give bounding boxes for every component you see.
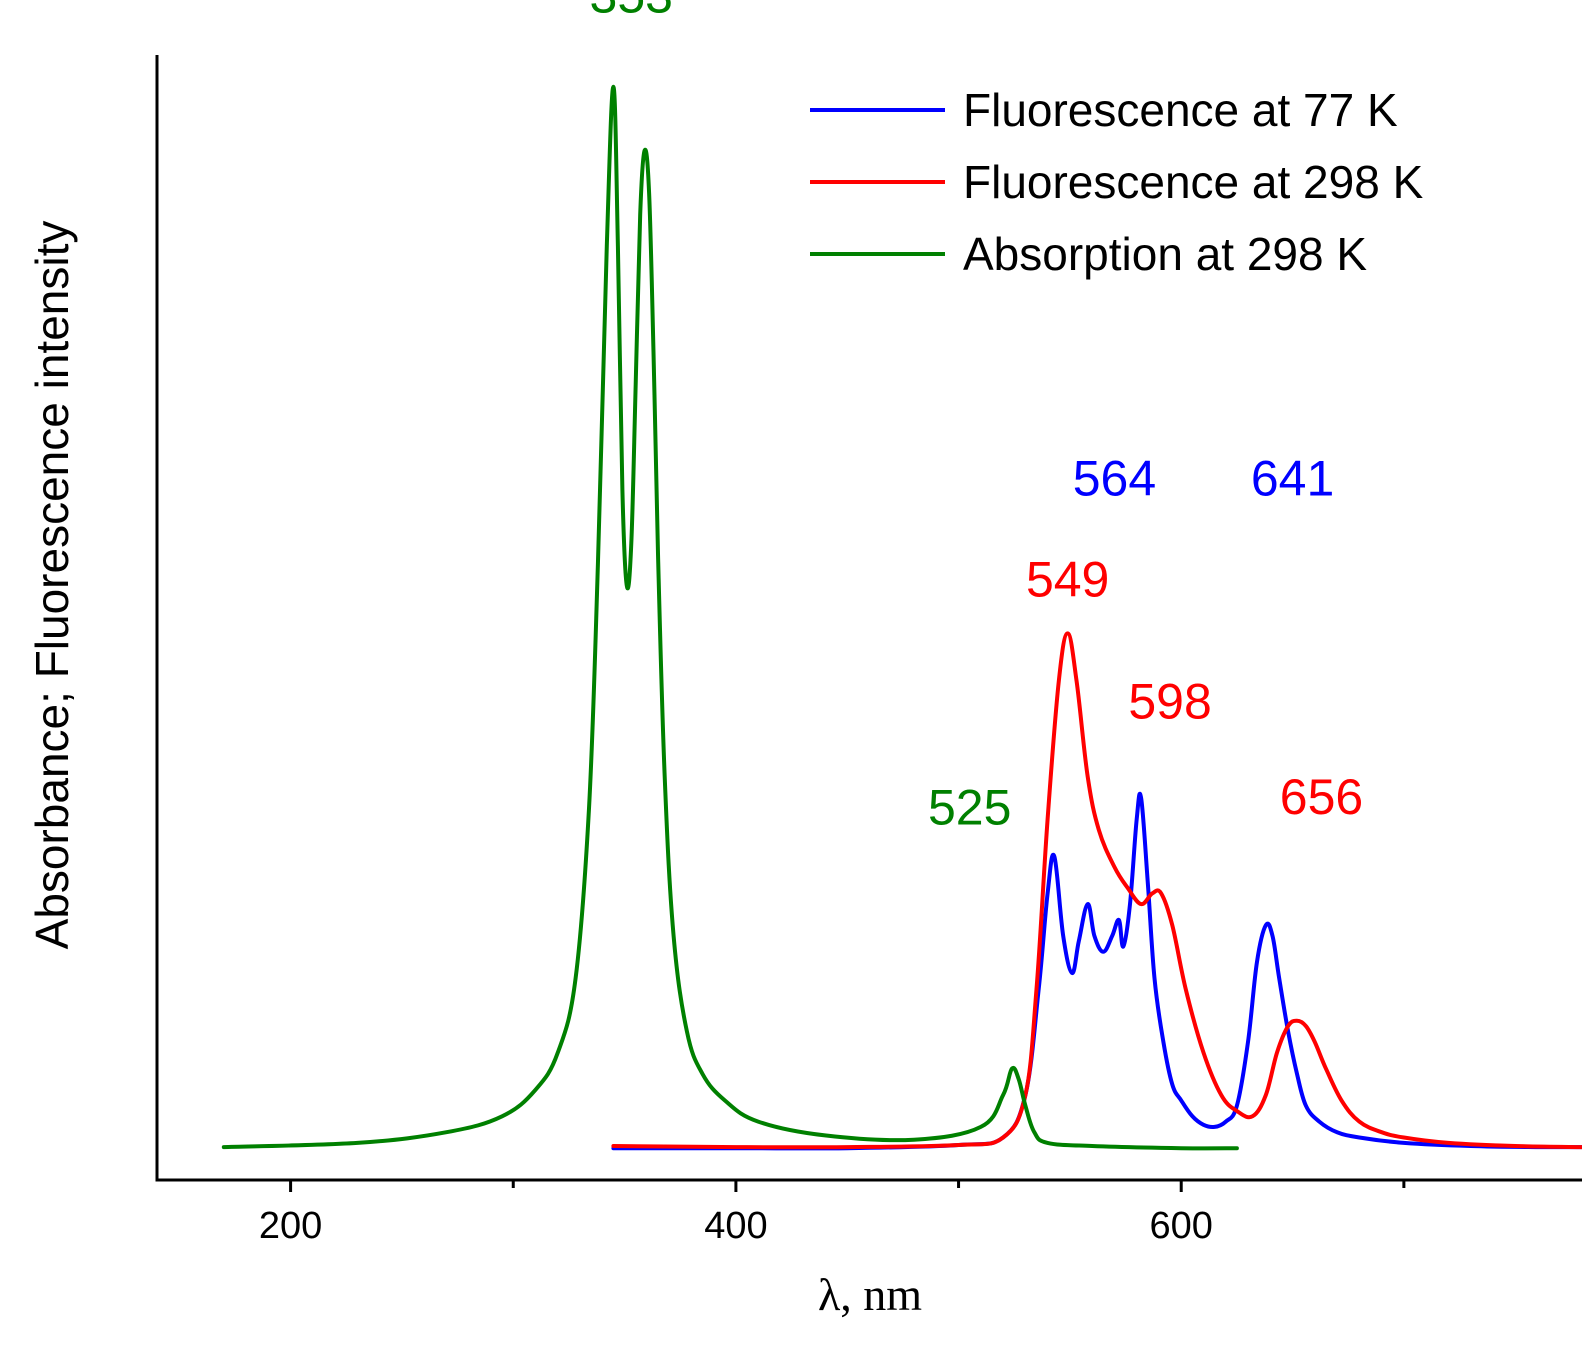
plot-area (221, 84, 1582, 1151)
x-tick-label: 400 (704, 1205, 767, 1247)
series-line-absorption-at-298-k (221, 84, 1239, 1151)
peak-label: 656 (1280, 769, 1363, 825)
peak-label: 641 (1251, 450, 1334, 506)
peak-label: 564 (1073, 450, 1156, 506)
peak-label: 549 (1026, 551, 1109, 607)
x-axis-title: λ, nm (818, 1269, 922, 1320)
peak-label: 353 (590, 0, 673, 24)
series-line-fluorescence-at-77-k (611, 791, 1582, 1151)
legend-label: Fluorescence at 77 K (963, 84, 1398, 136)
legend: Fluorescence at 77 K Fluorescence at 298 … (810, 84, 1424, 280)
x-tick-label: 200 (259, 1205, 322, 1247)
axes (155, 55, 1582, 1182)
legend-label: Fluorescence at 298 K (963, 156, 1424, 208)
series-line-fluorescence-at-298-k (611, 631, 1582, 1150)
x-ticks: 200 400 600 (259, 1180, 1406, 1247)
x-tick-label: 600 (1150, 1205, 1213, 1247)
peak-label: 525 (928, 779, 1011, 835)
y-axis-title: Absorbance; Fluorescence intensity (26, 221, 78, 950)
peak-annotations: 353 525 564 641 549 598 656 (590, 0, 1364, 835)
peak-label: 598 (1128, 673, 1211, 729)
legend-label: Absorption at 298 K (963, 228, 1367, 280)
